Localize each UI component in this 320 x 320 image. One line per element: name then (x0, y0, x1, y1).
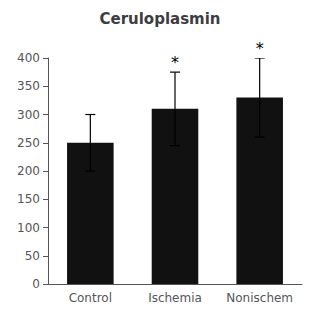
svg-text:Ischemia: Ischemia (148, 291, 202, 305)
svg-text:Control: Control (69, 291, 112, 305)
svg-text:Ceruloplasmin: Ceruloplasmin (99, 10, 220, 28)
svg-text:100: 100 (17, 221, 40, 235)
svg-text:400: 400 (17, 51, 40, 65)
svg-text:350: 350 (17, 79, 40, 93)
svg-text:200: 200 (17, 164, 40, 178)
svg-text:150: 150 (17, 192, 40, 206)
svg-text:Nonischem: Nonischem (226, 291, 293, 305)
svg-text:*: * (256, 39, 264, 58)
svg-text:50: 50 (25, 249, 40, 263)
svg-text:*: * (171, 53, 179, 72)
svg-text:0: 0 (32, 277, 40, 291)
svg-text:250: 250 (17, 136, 40, 150)
svg-text:300: 300 (17, 108, 40, 122)
